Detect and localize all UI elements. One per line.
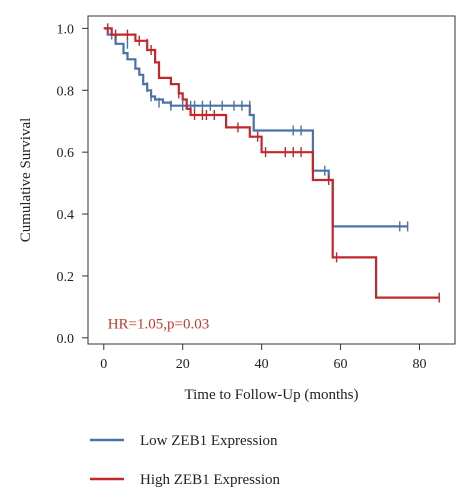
survival-curve-high-zeb1 [103,27,440,299]
x-axis-label: Time to Follow-Up (months) [184,387,358,403]
legend-label-high-zeb1: High ZEB1 Expression [140,472,280,488]
x-tick-label: 20 [176,357,190,372]
legend: Low ZEB1 Expression High ZEB1 Expression [90,433,280,488]
y-tick-label: 0.6 [57,146,75,161]
survival-curve-low-zeb1 [103,27,408,228]
legend-label-low-zeb1: Low ZEB1 Expression [140,433,278,449]
series-layer [103,23,440,303]
y-axis-ticks: 0.0 0.2 0.4 0.6 0.8 1.0 [57,22,88,347]
x-tick-label: 60 [334,357,348,372]
y-tick-label: 0.8 [57,84,75,99]
y-tick-label: 0.4 [57,208,75,223]
x-tick-label: 0 [100,357,107,372]
x-axis-ticks: 0 20 40 60 80 [100,344,426,372]
plot-frame [87,15,456,345]
y-tick-label: 0.0 [57,332,75,347]
y-tick-label: 0.2 [57,270,75,285]
hazard-ratio-annotation: HR=1.05,p=0.03 [108,317,210,333]
y-tick-label: 1.0 [57,22,75,37]
y-axis-label: Cumulative Survival [18,118,34,243]
x-tick-label: 40 [255,357,269,372]
x-tick-label: 80 [412,357,426,372]
